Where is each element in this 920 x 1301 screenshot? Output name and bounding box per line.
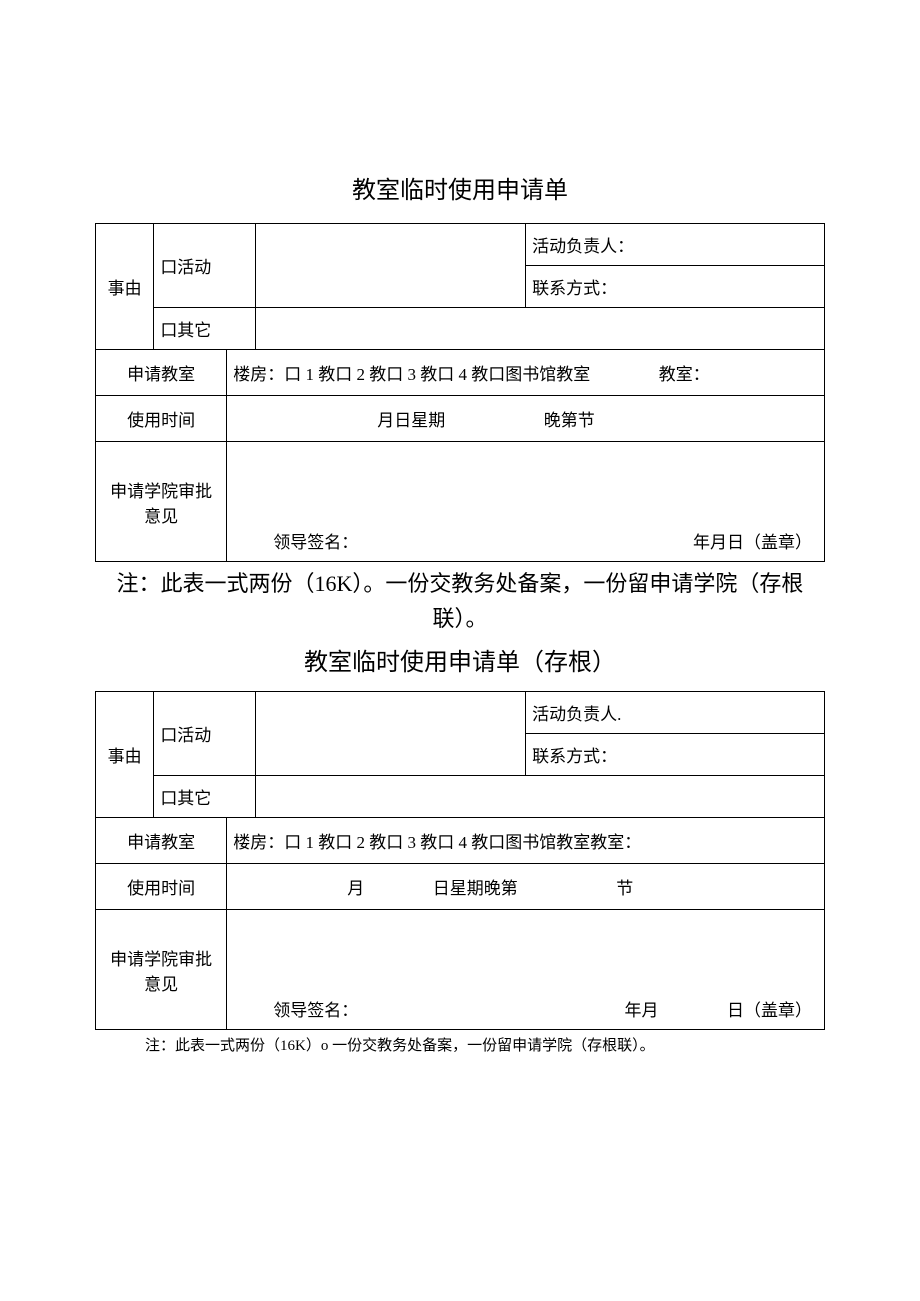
approval-label: 申请学院审批意见 bbox=[96, 442, 227, 562]
date-day-2: 日（盖章） bbox=[727, 1001, 812, 1020]
classroom-content-2[interactable]: 楼房：口 1 教口 2 教口 3 教口 4 教口图书馆教室教室： bbox=[227, 818, 825, 864]
other-checkbox-2[interactable]: 口其它 bbox=[154, 776, 256, 818]
activity-blank-2[interactable] bbox=[256, 692, 526, 776]
time-period-2: 节 bbox=[616, 879, 633, 898]
form1-table: 事由 口活动 活动负责人： 联系方式： 口其它 申请教室 楼房：口 1 教口 2… bbox=[95, 223, 825, 562]
activity-checkbox[interactable]: 口活动 bbox=[154, 224, 256, 308]
form1-note: 注：此表一式两份（16K）。一份交教务处备案，一份留申请学院（存根联）。 bbox=[95, 566, 825, 636]
sign-label-2: 领导签名： bbox=[273, 996, 358, 1021]
classroom-text: 教室： bbox=[659, 365, 710, 384]
date-stamp: 年月日（盖章） bbox=[693, 528, 812, 553]
leader-label-2: 活动负责人. bbox=[526, 692, 825, 734]
reason-label-2: 事由 bbox=[96, 692, 154, 818]
contact-label: 联系方式： bbox=[526, 266, 825, 308]
approval-content[interactable]: 领导签名： 年月日（盖章） bbox=[227, 442, 825, 562]
sign-label: 领导签名： bbox=[273, 528, 358, 553]
time-content-2[interactable]: 月 日星期晚第 节 bbox=[227, 864, 825, 910]
activity-blank[interactable] bbox=[256, 224, 526, 308]
other-checkbox[interactable]: 口其它 bbox=[154, 308, 256, 350]
classroom-label-2: 申请教室 bbox=[96, 818, 227, 864]
classroom-content[interactable]: 楼房：口 1 教口 2 教口 3 教口 4 教口图书馆教室 教室： bbox=[227, 350, 825, 396]
contact-label-2: 联系方式： bbox=[526, 734, 825, 776]
time-month-2: 月 bbox=[347, 879, 364, 898]
form2-table: 事由 口活动 活动负责人. 联系方式： 口其它 申请教室 楼房：口 1 教口 2… bbox=[95, 691, 825, 1030]
time-content[interactable]: 月日星期 晚第节 bbox=[227, 396, 825, 442]
time-day-2: 日星期晚第 bbox=[433, 879, 518, 898]
time-night: 晚第节 bbox=[544, 411, 595, 430]
leader-label: 活动负责人： bbox=[526, 224, 825, 266]
other-blank[interactable] bbox=[256, 308, 825, 350]
other-blank-2[interactable] bbox=[256, 776, 825, 818]
building-text: 楼房：口 1 教口 2 教口 3 教口 4 教口图书馆教室 bbox=[233, 365, 590, 384]
activity-checkbox-2[interactable]: 口活动 bbox=[154, 692, 256, 776]
approval-label-2: 申请学院审批意见 bbox=[96, 910, 227, 1030]
time-label: 使用时间 bbox=[96, 396, 227, 442]
time-month-day: 月日星期 bbox=[377, 411, 445, 430]
date-year-2: 年月 bbox=[625, 1001, 659, 1020]
reason-label: 事由 bbox=[96, 224, 154, 350]
classroom-label: 申请教室 bbox=[96, 350, 227, 396]
approval-content-2[interactable]: 领导签名： 年月 日（盖章） bbox=[227, 910, 825, 1030]
time-label-2: 使用时间 bbox=[96, 864, 227, 910]
form1-title: 教室临时使用申请单 bbox=[95, 170, 825, 205]
form2-title: 教室临时使用申请单（存根） bbox=[95, 642, 825, 677]
form2-note: 注：此表一式两份（16K）o 一份交教务处备案，一份留申请学院（存根联）。 bbox=[95, 1034, 825, 1055]
